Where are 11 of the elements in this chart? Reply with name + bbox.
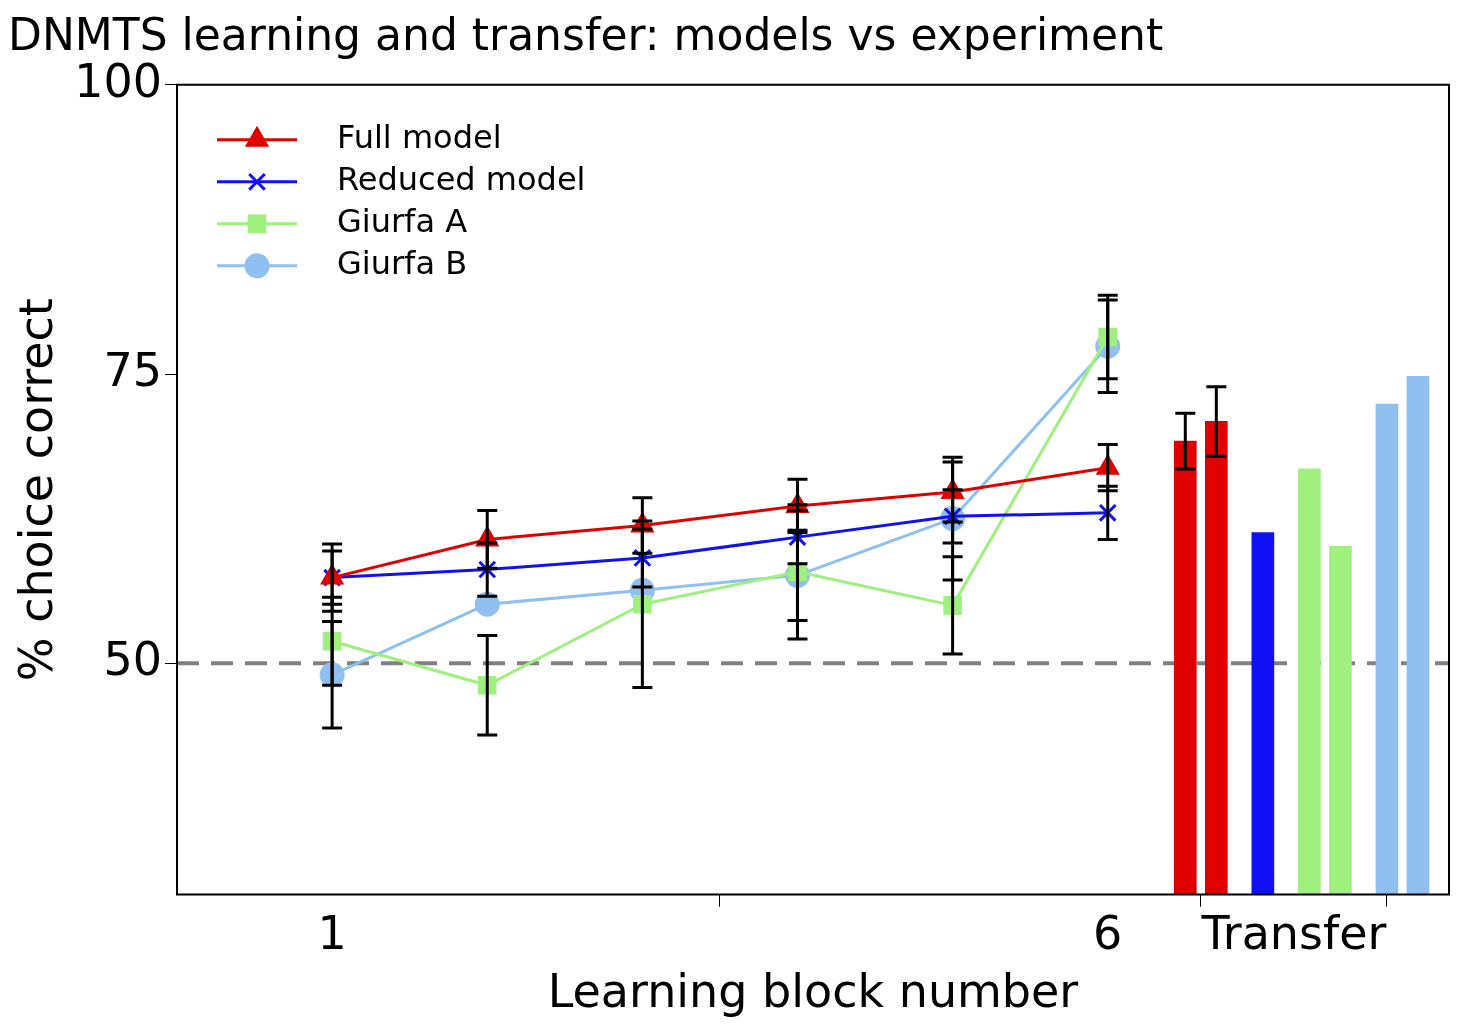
x-tick-label: 1 bbox=[317, 906, 347, 961]
x-tick-label: 6 bbox=[1093, 906, 1123, 961]
x-tick-label: Transfer bbox=[1200, 906, 1387, 961]
legend-label: Full model bbox=[337, 118, 502, 157]
y-tick-label: 50 bbox=[103, 632, 162, 687]
legend-label: Giurfa B bbox=[337, 244, 468, 283]
y-axis-title: % choice correct bbox=[8, 298, 63, 682]
y-tick-label: 75 bbox=[103, 342, 162, 397]
x-axis-title: Learning block number bbox=[547, 964, 1079, 1019]
legend-label: Reduced model bbox=[337, 160, 586, 199]
legend-label: Giurfa A bbox=[337, 202, 468, 241]
